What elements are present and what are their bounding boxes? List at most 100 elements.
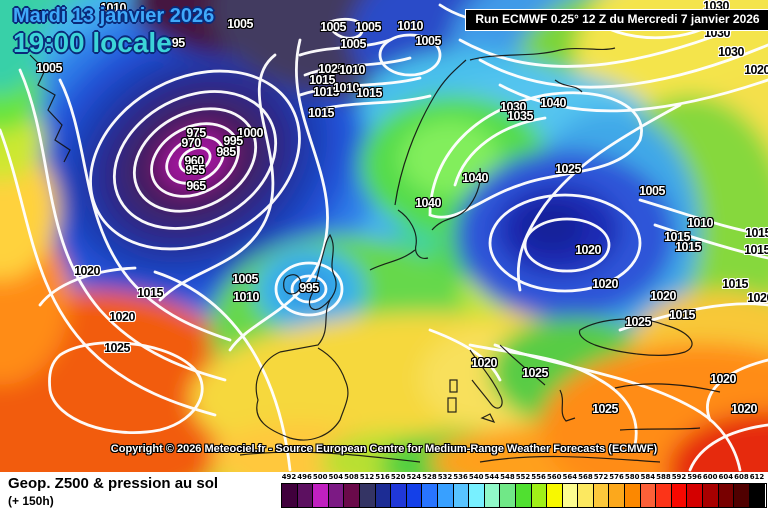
colorbar-tick: 568 — [578, 473, 593, 481]
pressure-label: 1015 — [664, 230, 690, 244]
legend-footer: Geop. Z500 & pression au sol (+ 150h) 49… — [0, 472, 768, 512]
pressure-label: 1020 — [471, 356, 497, 370]
colorbar-tick: 596 — [687, 473, 702, 481]
pressure-label: 1005 — [227, 17, 253, 31]
pressure-label: 1020 — [74, 264, 100, 278]
pressure-label: 1010 — [397, 19, 423, 33]
colorbar-cell — [593, 484, 610, 507]
pressure-label: 1020 — [575, 243, 601, 257]
map-canvas — [0, 0, 768, 472]
colorbar-cell — [500, 484, 516, 507]
coastlines — [29, 47, 721, 463]
pressure-label: 1000 — [237, 126, 263, 140]
colorbar-tick: 492 — [281, 473, 297, 481]
colorbar-tick: 556 — [531, 473, 546, 481]
colorbar-tick: 584 — [640, 473, 656, 481]
colorbar-tick: 540 — [468, 473, 484, 481]
colorbar-tick: 508 — [344, 473, 359, 481]
pressure-label: 1005 — [355, 20, 381, 34]
pressure-label: 1020 — [109, 310, 135, 324]
colorbar-tick: 592 — [671, 473, 687, 481]
pressure-label: 1015 — [669, 308, 695, 322]
pressure-label: 1020 — [710, 372, 736, 386]
colorbar-tick: 552 — [515, 473, 531, 481]
colorbar-cell — [515, 484, 532, 507]
pressure-label: 975 — [186, 126, 206, 140]
valid-time-text: 19:00 locale — [13, 27, 172, 58]
colorbar-tick: 532 — [437, 473, 453, 481]
colorbar-cell — [734, 484, 750, 507]
pressure-label: 965 — [186, 179, 206, 193]
pressure-label: 1015 — [308, 106, 334, 120]
colorbar-cell — [422, 484, 438, 507]
colorbar-tick: 504 — [328, 473, 344, 481]
pressure-label: 1040 — [415, 196, 441, 210]
pressure-label: 1020 — [592, 277, 618, 291]
pressure-label: 1025 — [625, 315, 651, 329]
pressure-label: 1005 — [639, 184, 665, 198]
pressure-label: 960 — [184, 154, 204, 168]
pressure-label: 1040 — [540, 96, 566, 110]
colorbar-tick: 564 — [562, 473, 578, 481]
pressure-label: 1020 — [731, 402, 757, 416]
colorbar-tick: 536 — [453, 473, 468, 481]
colorbar-tick: 572 — [593, 473, 609, 481]
colorbar-cell — [484, 484, 501, 507]
pressure-label: 1035 — [507, 109, 533, 123]
colorbar-tick: 548 — [500, 473, 515, 481]
pressure-label: 995 — [223, 134, 243, 148]
colorbar-cell — [671, 484, 688, 507]
colorbar-cell — [328, 484, 345, 507]
z500-color-field — [0, 0, 768, 472]
colorbar-cell — [687, 484, 704, 507]
pressure-label: 1015 — [356, 86, 382, 100]
pressure-label: 1015 — [309, 73, 335, 87]
colorbar-tick: 524 — [406, 473, 422, 481]
pressure-label: 1025 — [592, 402, 618, 416]
pressure-label: 1015 — [744, 243, 768, 257]
colorbar-cell — [562, 484, 579, 507]
colorbar-cell — [359, 484, 376, 507]
z500-colorbar: 492 496 500 504 508 512 516 520 524 528 532 536 540 5… — [281, 472, 768, 512]
colorbar-tick: 496 — [297, 473, 312, 481]
pressure-label: 1005 — [36, 61, 62, 75]
weather-map: 995 1010 995 1005 1005 1005 1005 1010 1005 1005 10… — [0, 0, 768, 472]
colorbar-tick: 500 — [312, 473, 328, 481]
copyright-text: Copyright © 2026 Meteociel.fr - Source E… — [110, 443, 658, 455]
forecast-step: (+ 150h) — [8, 494, 54, 508]
colorbar-tick: 576 — [609, 473, 624, 481]
colorbar-cell — [437, 484, 454, 507]
colorbar-tick: 528 — [422, 473, 437, 481]
pressure-label: 1025 — [104, 341, 130, 355]
colorbar-cell — [749, 484, 766, 507]
pressure-label: 1015 — [745, 226, 768, 240]
colorbar-cell — [609, 484, 626, 507]
pressure-label: 1025 — [555, 162, 581, 176]
pressure-label: 985 — [216, 145, 236, 159]
colorbar-cell — [297, 484, 314, 507]
colorbar-cell — [282, 484, 298, 507]
colorbar-tick: 600 — [702, 473, 718, 481]
colorbar-cell — [578, 484, 594, 507]
colorbar-tick: 516 — [375, 473, 390, 481]
model-run-info-bar: Run ECMWF 0.25° 12 Z du Mercredi 7 janvi… — [465, 9, 768, 31]
colorbar-tick: 520 — [390, 473, 406, 481]
colorbar-cell — [406, 484, 423, 507]
isobar-contours — [0, 3, 768, 472]
colorbar-cell — [640, 484, 657, 507]
colorbar-tick: 580 — [624, 473, 640, 481]
pressure-label: 1025 — [522, 366, 548, 380]
pressure-label: 1030 — [718, 45, 744, 59]
pressure-label: 1025 — [318, 62, 344, 76]
colorbar-cell — [718, 484, 735, 507]
pressure-label: 1015 — [137, 286, 163, 300]
pressure-label: 995 — [165, 36, 185, 50]
pressure-label: 1010 — [339, 63, 365, 77]
pressure-label: 1010 — [233, 290, 259, 304]
pressure-label: 1040 — [462, 171, 488, 185]
pressure-label: 1005 — [320, 20, 346, 34]
pressure-label: 995 — [26, 9, 46, 23]
colorbar-cells — [281, 483, 767, 508]
colorbar-cell — [375, 484, 392, 507]
